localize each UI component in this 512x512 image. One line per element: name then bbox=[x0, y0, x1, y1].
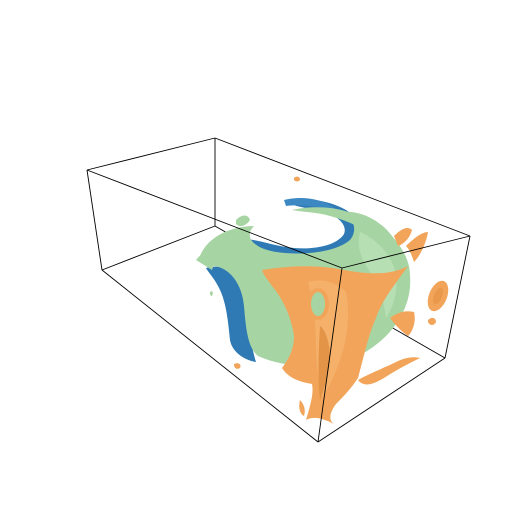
box-edge bbox=[86, 169, 343, 269]
orange-hole-green bbox=[307, 288, 329, 320]
box-edge bbox=[214, 137, 471, 237]
orange-bottom-drip bbox=[299, 400, 305, 416]
green-tiny-left bbox=[210, 291, 213, 296]
box-edge bbox=[317, 357, 446, 443]
orange-small-speck bbox=[428, 317, 436, 325]
orange-upper-tendril bbox=[406, 232, 428, 262]
green-left-wing bbox=[196, 247, 222, 270]
orange-right-tendril bbox=[390, 311, 415, 336]
box-edge bbox=[86, 169, 103, 271]
green-top-flap bbox=[292, 207, 385, 246]
orange-surface bbox=[210, 176, 449, 424]
orange-shadow-fold bbox=[318, 326, 330, 400]
orange-tiny-left bbox=[234, 363, 241, 369]
orange-foot-right bbox=[358, 357, 420, 385]
box-edge bbox=[317, 267, 343, 443]
box-edge bbox=[101, 225, 216, 271]
box-edge bbox=[341, 235, 471, 269]
green-back-spike bbox=[236, 215, 250, 227]
orange-tiny-top bbox=[294, 176, 300, 182]
blue-shell-top-lip bbox=[284, 198, 338, 212]
box-edge bbox=[444, 235, 471, 359]
box-edge bbox=[101, 269, 319, 443]
bounding-box-front-edges bbox=[86, 169, 471, 443]
orange-blob-right-inner bbox=[432, 287, 444, 305]
box-edge bbox=[86, 137, 216, 171]
orange-top-right-wing bbox=[394, 228, 412, 246]
